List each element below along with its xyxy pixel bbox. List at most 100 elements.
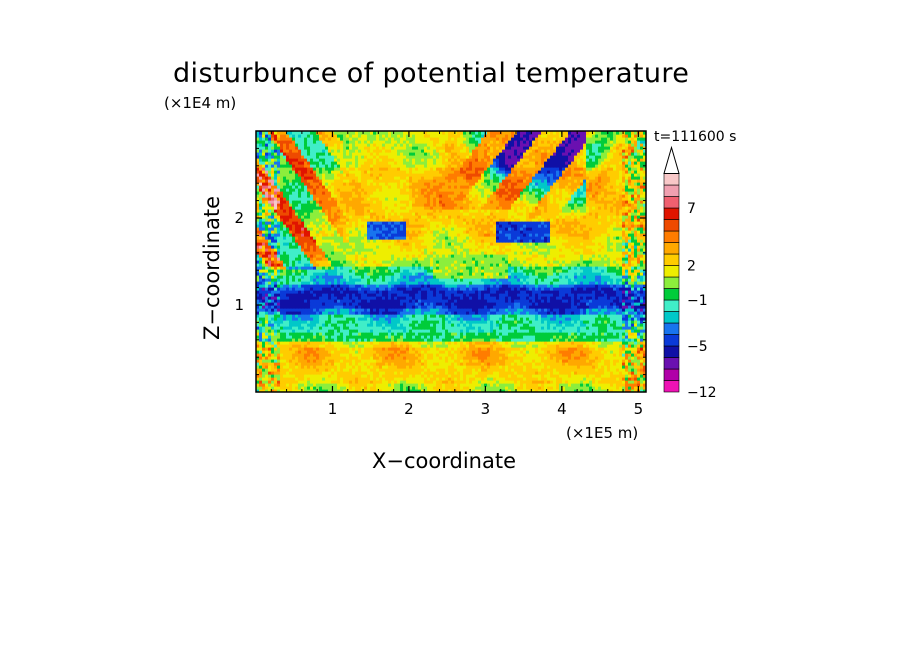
field-cell	[322, 302, 326, 306]
field-cell	[640, 380, 644, 384]
field-cell	[328, 287, 332, 291]
field-cell	[508, 344, 512, 348]
field-cell	[322, 296, 326, 300]
field-cell	[436, 323, 440, 327]
field-cell	[280, 347, 284, 351]
field-cell	[304, 326, 308, 330]
field-cell	[316, 362, 320, 366]
field-cell	[295, 356, 299, 360]
field-cell	[574, 284, 578, 288]
field-cell	[469, 365, 473, 369]
field-cell	[421, 356, 425, 360]
field-cell	[526, 323, 530, 327]
field-cell	[484, 377, 488, 381]
field-cell	[256, 356, 260, 360]
field-cell	[496, 365, 500, 369]
field-cell	[619, 353, 623, 357]
field-cell	[451, 329, 455, 333]
field-cell	[640, 332, 644, 336]
field-cell	[421, 293, 425, 297]
field-cell	[397, 350, 401, 354]
field-cell	[436, 353, 440, 357]
field-cell	[469, 308, 473, 312]
field-cell	[361, 374, 365, 378]
field-cell	[619, 305, 623, 309]
field-cell	[382, 371, 386, 375]
field-cell	[412, 335, 416, 339]
field-cell	[514, 323, 518, 327]
field-cell	[523, 380, 527, 384]
field-cell	[319, 350, 323, 354]
field-cell	[565, 296, 569, 300]
field-cell	[574, 323, 578, 327]
field-cell	[328, 311, 332, 315]
field-cell	[628, 386, 632, 390]
field-cell	[595, 338, 599, 342]
field-cell	[553, 284, 557, 288]
field-cell	[295, 338, 299, 342]
field-cell	[472, 371, 476, 375]
field-cell	[433, 305, 437, 309]
field-cell	[505, 308, 509, 312]
field-cell	[643, 380, 646, 384]
field-cell	[499, 374, 503, 378]
field-cell	[613, 329, 617, 333]
field-cell	[289, 326, 293, 330]
field-cell	[340, 386, 344, 390]
field-cell	[634, 338, 638, 342]
field-cell	[274, 344, 278, 348]
field-cell	[385, 317, 389, 321]
field-cell	[280, 359, 284, 363]
field-cell	[355, 356, 359, 360]
field-cell	[397, 305, 401, 309]
field-cell	[490, 287, 494, 291]
field-cell	[343, 389, 347, 392]
field-cell	[562, 305, 566, 309]
field-cell	[427, 389, 431, 392]
field-cell	[559, 389, 563, 392]
field-cell	[277, 362, 281, 366]
field-cell	[559, 356, 563, 360]
field-cell	[550, 353, 554, 357]
field-cell	[394, 320, 398, 324]
field-cell	[472, 305, 476, 309]
field-cell	[463, 287, 467, 291]
field-cell	[310, 326, 314, 330]
field-cell	[595, 284, 599, 288]
field-cell	[568, 308, 572, 312]
field-cell	[463, 365, 467, 369]
field-cell	[355, 332, 359, 336]
field-cell	[562, 359, 566, 363]
field-cell	[634, 308, 638, 312]
field-cell	[442, 353, 446, 357]
field-cell	[451, 290, 455, 294]
field-cell	[640, 347, 644, 351]
field-cell	[637, 347, 641, 351]
field-cell	[610, 386, 614, 390]
field-cell	[436, 290, 440, 294]
field-cell	[289, 281, 293, 285]
field-cell	[634, 290, 638, 294]
contour-field	[256, 131, 646, 392]
field-cell	[433, 377, 437, 381]
field-cell	[349, 371, 353, 375]
field-cell	[364, 305, 368, 309]
field-cell	[544, 380, 548, 384]
field-cell	[517, 335, 521, 339]
field-cell	[598, 329, 602, 333]
field-cell	[445, 380, 449, 384]
field-cell	[283, 353, 287, 357]
field-cell	[454, 284, 458, 288]
field-cell	[427, 368, 431, 372]
field-cell	[631, 335, 635, 339]
field-cell	[382, 335, 386, 339]
field-cell	[307, 368, 311, 372]
field-cell	[376, 347, 380, 351]
field-cell	[526, 284, 530, 288]
field-cell	[316, 371, 320, 375]
field-cell	[418, 362, 422, 366]
field-cell	[583, 317, 587, 321]
field-cell	[322, 308, 326, 312]
field-cell	[457, 371, 461, 375]
field-cell	[331, 302, 335, 306]
